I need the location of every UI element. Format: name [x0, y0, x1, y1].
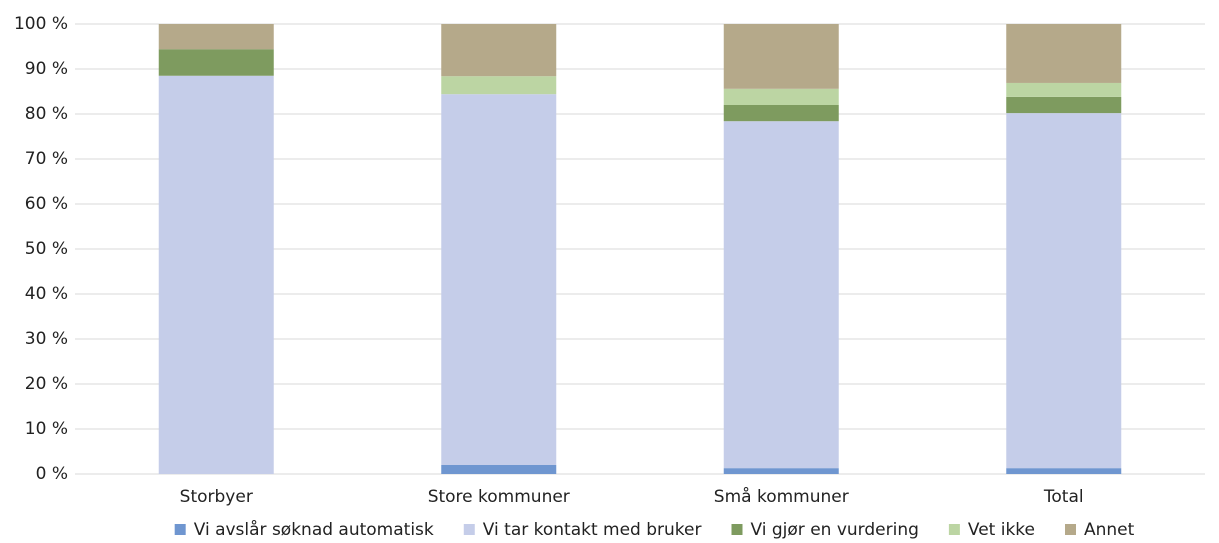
y-tick-label: 70 % [25, 149, 68, 169]
legend-label: Vet ikke [968, 520, 1035, 540]
bar-segment [441, 465, 557, 474]
bar-segment [723, 105, 839, 122]
legend-marker [731, 524, 743, 535]
bar-segment [723, 468, 839, 474]
y-tick-label: 10 % [25, 419, 68, 439]
y-tick-label: 20 % [25, 374, 68, 394]
legend-marker [948, 524, 960, 535]
y-tick-label: 80 % [25, 104, 68, 124]
legend-marker [463, 524, 475, 535]
y-tick-label: 30 % [25, 329, 68, 349]
y-tick-label: 50 % [25, 239, 68, 259]
legend-marker [1065, 524, 1076, 535]
bar-segment [1006, 96, 1122, 114]
bar-segment [1006, 24, 1122, 83]
bar-segment [1006, 82, 1122, 97]
legend-label: Annet [1084, 520, 1135, 540]
x-tick-label: Små kommuner [714, 486, 849, 507]
bar-segment [158, 49, 274, 76]
y-tick-label: 0 % [36, 464, 68, 484]
x-tick-label: Store kommuner [428, 487, 570, 507]
legend-label: Vi gjør en vurdering [751, 520, 919, 540]
bar-segment [441, 76, 557, 95]
y-tick-label: 100 % [14, 14, 68, 34]
legend-marker [174, 524, 186, 535]
x-tick-label: Storbyer [180, 487, 253, 507]
y-tick-label: 60 % [25, 194, 68, 214]
bar-segment [158, 75, 274, 474]
bar-segment [158, 24, 274, 50]
legend-label: Vi avslår søknad automatisk [194, 519, 434, 540]
bar-segment [723, 88, 839, 105]
bar-segment [441, 24, 557, 77]
y-tick-label: 90 % [25, 59, 68, 79]
legend-label: Vi tar kontakt med bruker [483, 520, 702, 540]
bar-segment [441, 94, 557, 465]
x-tick-label: Total [1043, 487, 1084, 507]
bar-segment [1006, 468, 1122, 474]
bar-segment [1006, 113, 1122, 469]
bar-segment [723, 121, 839, 469]
y-tick-label: 40 % [25, 284, 68, 304]
bar-segment [723, 24, 839, 89]
